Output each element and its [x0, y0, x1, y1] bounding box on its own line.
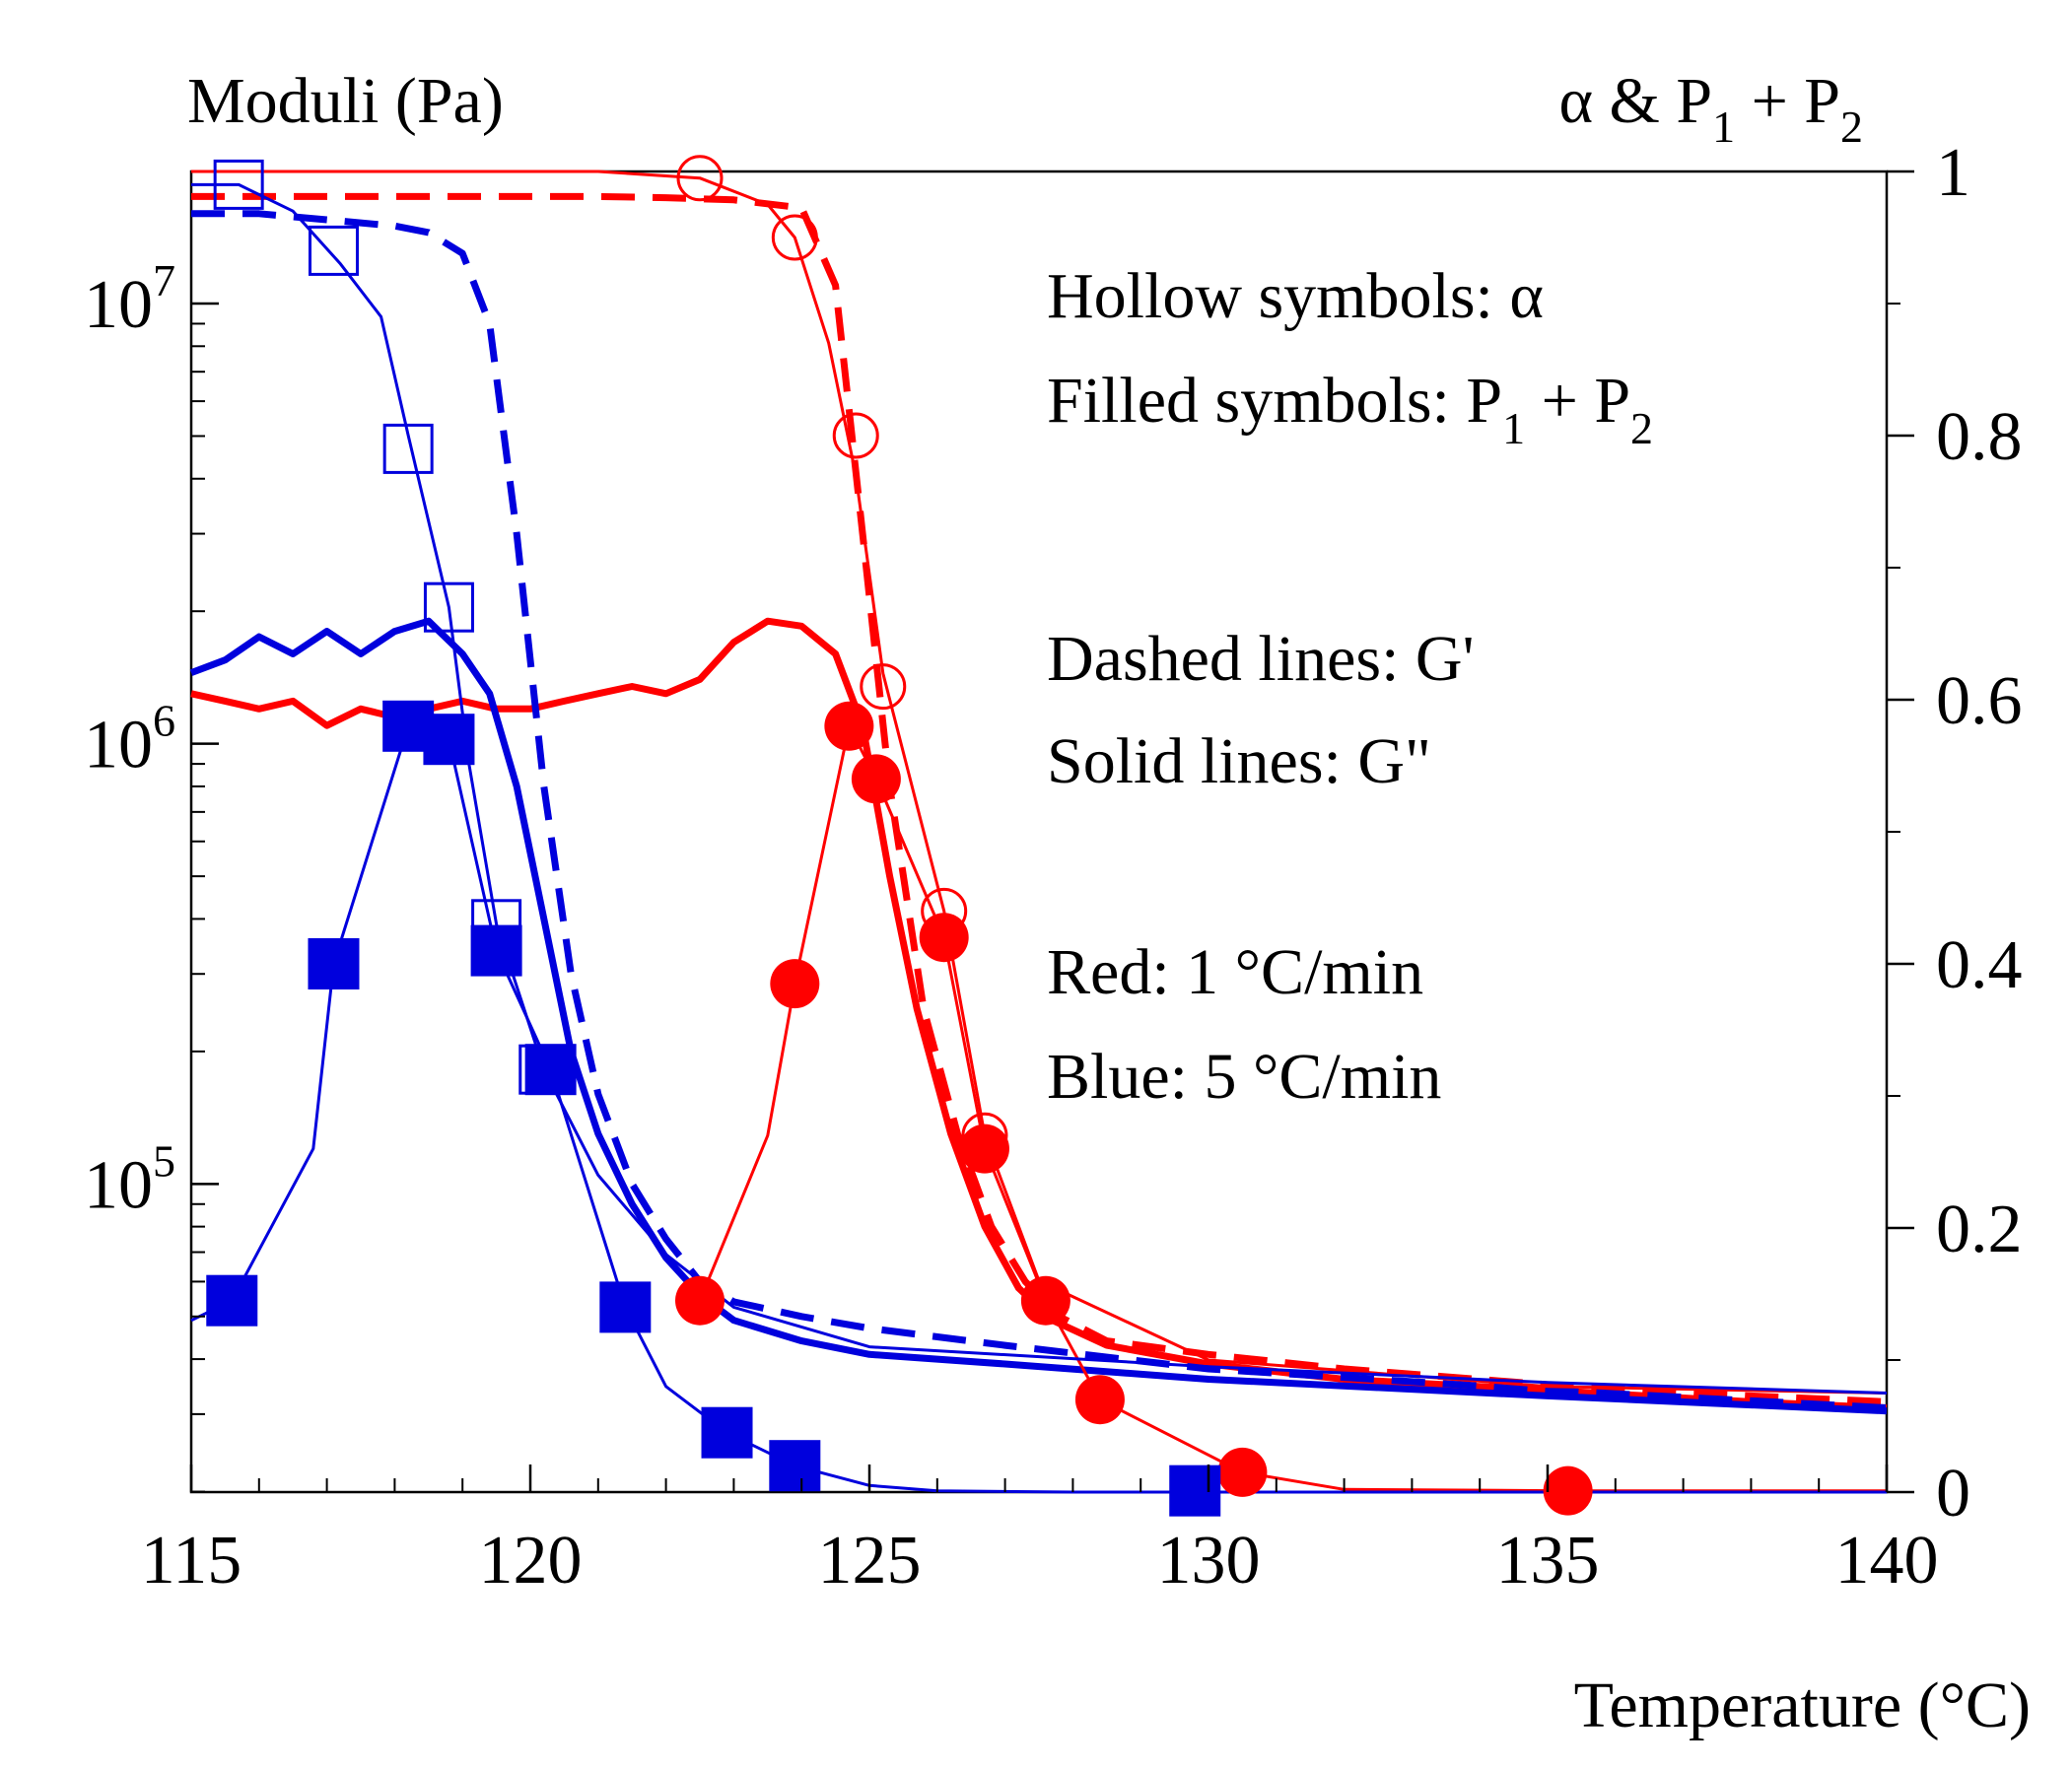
left-y-tick-label: 107 [84, 255, 175, 343]
marker-filled-square [769, 1440, 821, 1492]
series-layer [189, 170, 1888, 1494]
marker-filled-circle [959, 1124, 1009, 1174]
marker-filled-circle [1074, 1375, 1125, 1425]
x-tick-label: 135 [1496, 1523, 1600, 1599]
marker-filled-circle [1020, 1275, 1071, 1326]
series-line [191, 182, 1888, 1395]
left-axis-title: Moduli (Pa) [187, 65, 504, 137]
marker-filled-square [701, 1406, 753, 1459]
x-axis-title: Temperature (°C) [1574, 1669, 2031, 1741]
marker-hollow-square [382, 423, 434, 474]
right-y-tick-label: 0 [1936, 1456, 1970, 1532]
x-tick-label: 120 [479, 1523, 583, 1599]
legend-filled: Filled symbols: P1 + P2 [1047, 365, 1653, 453]
marker-filled-circle [824, 701, 874, 751]
series-line [191, 170, 1888, 1395]
right-y-tick-label: 0.6 [1936, 663, 2023, 739]
marker-filled-square [423, 714, 475, 766]
marker-filled-circle [1543, 1465, 1593, 1516]
marker-hollow-square [308, 225, 359, 276]
legend-hollow: Hollow symbols: α [1047, 260, 1544, 332]
legend-blue: Blue: 5 °C/min [1047, 1041, 1441, 1113]
series-line [190, 617, 1888, 1411]
marker-filled-circle [851, 754, 901, 804]
marker-filled-square [206, 1274, 258, 1327]
legend-solid: Solid lines: G" [1047, 725, 1431, 797]
marker-hollow-circle [771, 214, 818, 261]
marker-hollow-circle [832, 412, 879, 459]
marker-hollow-square [423, 581, 474, 633]
x-tick-label: 115 [141, 1523, 242, 1599]
marker-hollow-circle [860, 663, 907, 711]
legend-red: Red: 1 °C/min [1047, 936, 1423, 1008]
series-line [191, 210, 1888, 1411]
series-line [191, 192, 1888, 1405]
marker-layer [206, 155, 1593, 1517]
right-axis-title: α & P1 + P2 [1558, 65, 1863, 152]
legend-dashed: Dashed lines: G' [1047, 623, 1474, 695]
marker-filled-square [470, 924, 522, 977]
x-tick-label: 125 [818, 1523, 922, 1599]
legend: Hollow symbols: α Filled symbols: P1 + P… [1047, 260, 1653, 1113]
marker-filled-circle [675, 1275, 725, 1326]
right-y-tick-label: 0.8 [1936, 399, 2023, 475]
marker-filled-circle [1217, 1447, 1268, 1497]
marker-filled-square [524, 1044, 577, 1096]
axis-layer: 115 120 125 130 135 140 107 106 105 0 0.2 0.4 0.6 0.8… [84, 135, 2023, 1599]
left-y-tick-label: 106 [84, 696, 175, 783]
marker-filled-circle [919, 913, 969, 963]
x-tick-label: 130 [1157, 1523, 1261, 1599]
series-line [190, 724, 1887, 1494]
right-y-tick-label: 1 [1936, 135, 1970, 211]
marker-filled-circle [770, 959, 820, 1009]
series-line [189, 617, 1888, 1415]
marker-filled-square [599, 1281, 652, 1333]
marker-hollow-circle [676, 155, 724, 202]
right-y-tick-label: 0.4 [1936, 927, 2023, 1003]
left-y-tick-label: 105 [84, 1135, 175, 1223]
x-tick-label: 140 [1835, 1523, 1939, 1599]
marker-hollow-square [213, 159, 264, 210]
marker-filled-square [1169, 1464, 1221, 1517]
right-y-tick-label: 0.2 [1936, 1192, 2023, 1267]
marker-filled-square [308, 938, 360, 989]
